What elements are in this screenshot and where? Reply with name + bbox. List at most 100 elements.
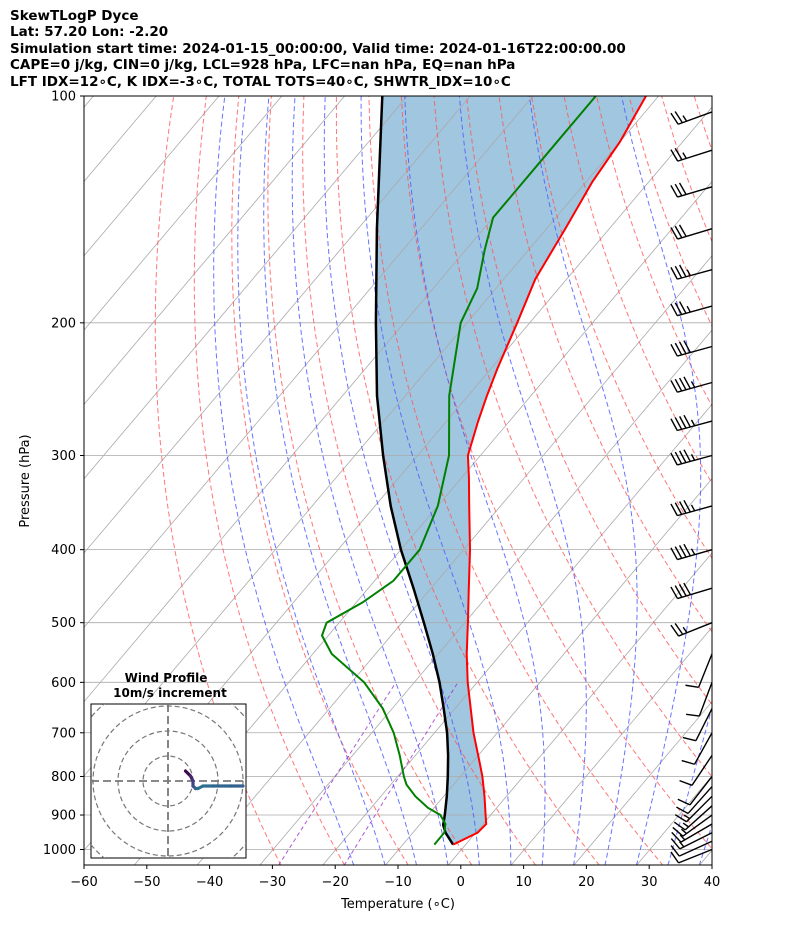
y-tick-label: 1000 <box>43 843 76 858</box>
y-tick-label: 700 <box>51 726 76 741</box>
x-tick-label: 30 <box>641 875 658 890</box>
isotherm-line <box>196 255 712 865</box>
dry-adiabat <box>335 96 600 865</box>
isotherm-line <box>84 96 534 628</box>
dry-adiabat <box>498 96 712 633</box>
wind-barb <box>686 682 713 717</box>
wind-barb <box>670 224 713 240</box>
dewpoint-line <box>320 96 597 846</box>
y-tick-label: 400 <box>51 543 76 558</box>
moist-adiabat <box>667 705 712 865</box>
wind-barb <box>670 582 713 600</box>
x-tick-label: 10 <box>515 875 532 890</box>
moist-adiabat <box>213 96 355 865</box>
location-line: Lat: 57.20 Lon: -2.20 <box>10 24 169 41</box>
isotherm-line <box>84 96 408 480</box>
isotherm-line <box>749 62 794 881</box>
isotherm-line <box>699 849 712 865</box>
hodograph-subtitle: 10m/s increment <box>113 686 227 700</box>
dry-adiabat <box>693 96 712 152</box>
y-tick-label: 800 <box>51 770 76 785</box>
y-axis-label: Pressure (hPa) <box>18 434 33 527</box>
wind-barb <box>670 264 713 280</box>
wind-barb <box>670 832 713 850</box>
wind-barb <box>682 708 713 742</box>
dry-adiabat <box>400 96 712 850</box>
wind-barb <box>670 848 713 864</box>
y-tick-label: 600 <box>51 676 76 691</box>
isotherm-line <box>636 775 712 865</box>
wind-barb <box>670 182 713 198</box>
wind-barb <box>670 147 713 162</box>
time-line: Simulation start time: 2024-01-15_00:00:… <box>10 40 626 57</box>
wind-barb <box>670 840 713 857</box>
x-tick-label: −40 <box>196 875 223 890</box>
isotherm-line <box>259 329 712 865</box>
y-tick-label: 200 <box>51 316 76 331</box>
chart-header: SkewTLogP Dyce Lat: 57.20 Lon: -2.20 Sim… <box>10 8 770 90</box>
wind-barb <box>670 499 713 517</box>
y-tick-label: 300 <box>51 449 76 464</box>
dry-adiabat <box>759 96 794 866</box>
dry-adiabat <box>661 96 712 243</box>
x-tick-label: −60 <box>70 875 97 890</box>
x-tick-label: −10 <box>384 875 411 890</box>
index-line: LFT IDX=12∘C, K IDX=-3∘C, TOTAL TOTS=40∘… <box>10 73 511 90</box>
dry-adiabat <box>563 96 712 485</box>
wind-barb <box>674 795 713 823</box>
wind-barb <box>673 805 713 831</box>
x-tick-label: 0 <box>457 875 465 890</box>
x-tick-label: −20 <box>321 875 348 890</box>
x-axis-label: Temperature (∘C) <box>340 897 455 912</box>
isotherm-line <box>84 96 471 554</box>
x-tick-label: −50 <box>133 875 160 890</box>
isotherm-line <box>322 403 712 865</box>
wind-barb <box>670 449 713 466</box>
isotherm-line <box>84 96 220 257</box>
wind-barb <box>681 732 713 765</box>
x-tick-label: 20 <box>578 875 595 890</box>
mixing-ratio-line <box>343 682 459 865</box>
cape-line: CAPE=0 j/kg, CIN=0 j/kg, LCL=928 hPa, LF… <box>10 57 516 74</box>
wind-barb <box>671 823 713 843</box>
temperature-line <box>452 96 647 846</box>
isotherm-line <box>447 552 712 865</box>
wind-barb <box>676 786 713 815</box>
wind-barb <box>670 301 713 317</box>
y-tick-label: 100 <box>51 90 76 105</box>
dry-adiabat <box>727 96 794 866</box>
isotherm-line <box>84 96 346 406</box>
x-tick-label: 40 <box>704 875 721 890</box>
wind-barb <box>670 376 713 393</box>
moist-adiabat <box>360 96 512 865</box>
isotherm-line <box>573 701 712 865</box>
moist-adiabat <box>698 823 712 865</box>
dry-adiabat <box>466 96 712 706</box>
dry-adiabat <box>154 96 282 865</box>
dry-adiabat <box>302 96 537 865</box>
wind-barb <box>670 414 713 432</box>
wind-barb <box>677 776 713 806</box>
cin-shading <box>375 96 646 845</box>
dry-adiabat <box>267 96 473 865</box>
chart-title: SkewTLogP Dyce <box>10 8 139 24</box>
hodograph-title: Wind Profile <box>125 671 208 685</box>
dry-adiabat <box>368 96 664 865</box>
isotherm-line <box>510 626 712 865</box>
moist-adiabat <box>621 96 702 865</box>
wind-barb <box>670 340 713 357</box>
y-tick-label: 500 <box>51 616 76 631</box>
wind-barb <box>685 653 713 688</box>
wind-barb <box>670 543 713 561</box>
wind-barb <box>672 814 713 837</box>
wind-barb <box>670 111 713 125</box>
wind-barb <box>679 754 713 786</box>
dry-adiabat <box>433 96 712 778</box>
mixing-ratio-line <box>278 682 397 865</box>
moist-adiabat <box>528 96 638 865</box>
wind-barb <box>670 622 713 637</box>
moist-adiabat <box>458 96 587 865</box>
moist-adiabat <box>237 96 386 865</box>
y-tick-label: 900 <box>51 809 76 824</box>
